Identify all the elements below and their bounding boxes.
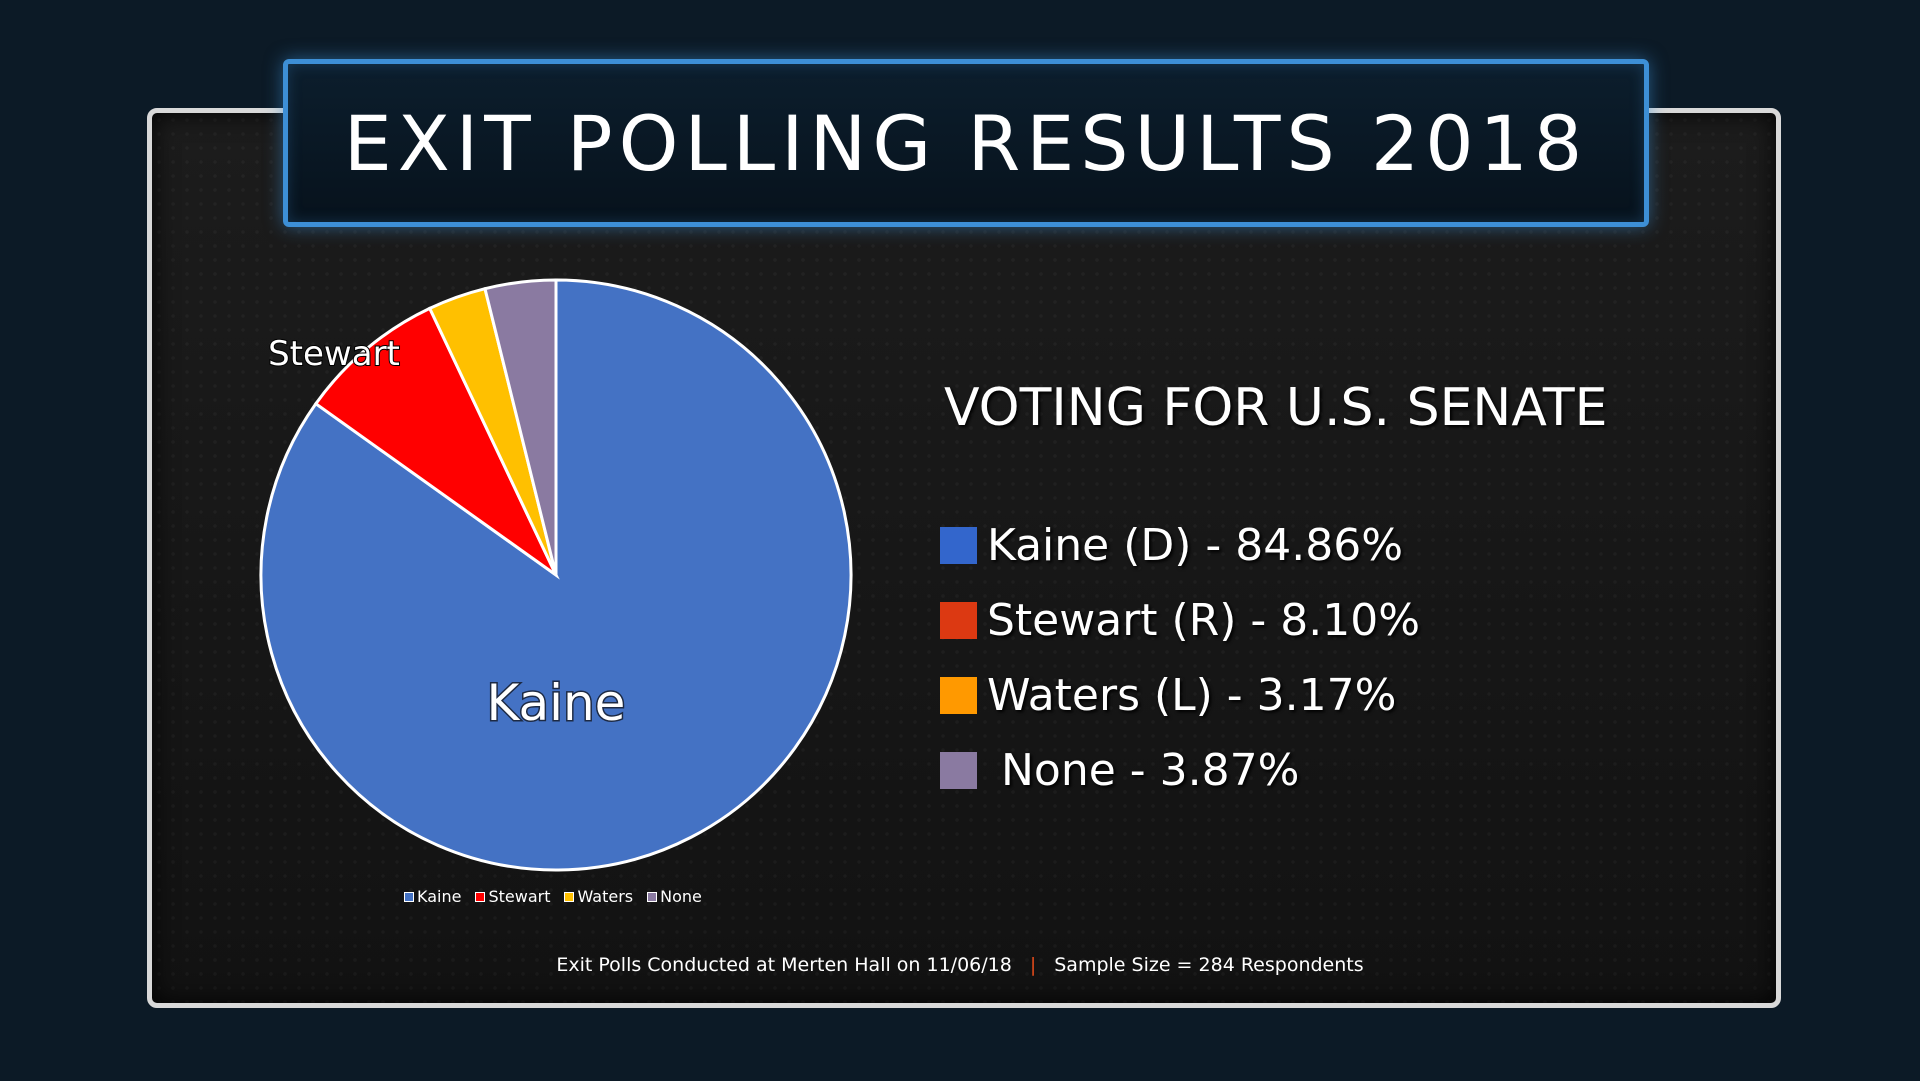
pie-slice-none [483, 278, 558, 576]
legend-item-waters: Waters [564, 887, 633, 906]
result-swatch-kaine [940, 527, 977, 564]
result-row-none: None - 3.87% [940, 733, 1420, 808]
slice-label-stewart: Stewart [268, 334, 400, 374]
result-text-waters: Waters (L) - 3.17% [987, 670, 1397, 721]
legend-label-stewart: Stewart [488, 887, 551, 906]
page-title: EXIT POLLING RESULTS 2018 [343, 98, 1589, 188]
results-heading: VOTING FOR U.S. SENATE [944, 378, 1608, 438]
footer-location-date: Exit Polls Conducted at Merten Hall on 1… [556, 954, 1012, 976]
legend-swatch-stewart [475, 891, 486, 902]
legend-swatch-kaine [404, 891, 414, 902]
result-row-kaine: Kaine (D) - 84.86% [940, 508, 1420, 583]
results-list: Kaine (D) - 84.86% Stewart (R) - 8.10% W… [940, 508, 1420, 808]
footer-separator: | [1029, 954, 1037, 976]
result-row-stewart: Stewart (R) - 8.10% [940, 583, 1420, 658]
legend-swatch-waters [564, 891, 575, 902]
result-text-none: None - 3.87% [987, 745, 1300, 796]
title-banner: EXIT POLLING RESULTS 2018 [283, 59, 1649, 227]
footer-sample-size: Sample Size = 284 Respondents [1054, 954, 1364, 976]
slice-label-kaine: Kaine [487, 674, 626, 732]
result-swatch-none [940, 752, 977, 789]
legend-swatch-none [647, 891, 658, 902]
pie-slice-stewart [313, 306, 560, 580]
legend-item-stewart: Stewart [475, 887, 550, 906]
legend-item-none: None [647, 887, 702, 906]
legend-item-kaine: Kaine [404, 887, 461, 906]
legend-label-kaine: Kaine [417, 887, 462, 906]
legend-label-waters: Waters [577, 887, 634, 906]
result-swatch-waters [940, 677, 977, 714]
legend-label-none: None [660, 887, 702, 906]
result-text-stewart: Stewart (R) - 8.10% [987, 595, 1421, 646]
result-swatch-stewart [940, 602, 977, 639]
chart-legend: Kaine Stewart Waters None [404, 887, 702, 906]
result-row-waters: Waters (L) - 3.17% [940, 658, 1420, 733]
footer: Exit Polls Conducted at Merten Hall on 1… [0, 954, 1920, 976]
result-text-kaine: Kaine (D) - 84.86% [987, 520, 1404, 571]
